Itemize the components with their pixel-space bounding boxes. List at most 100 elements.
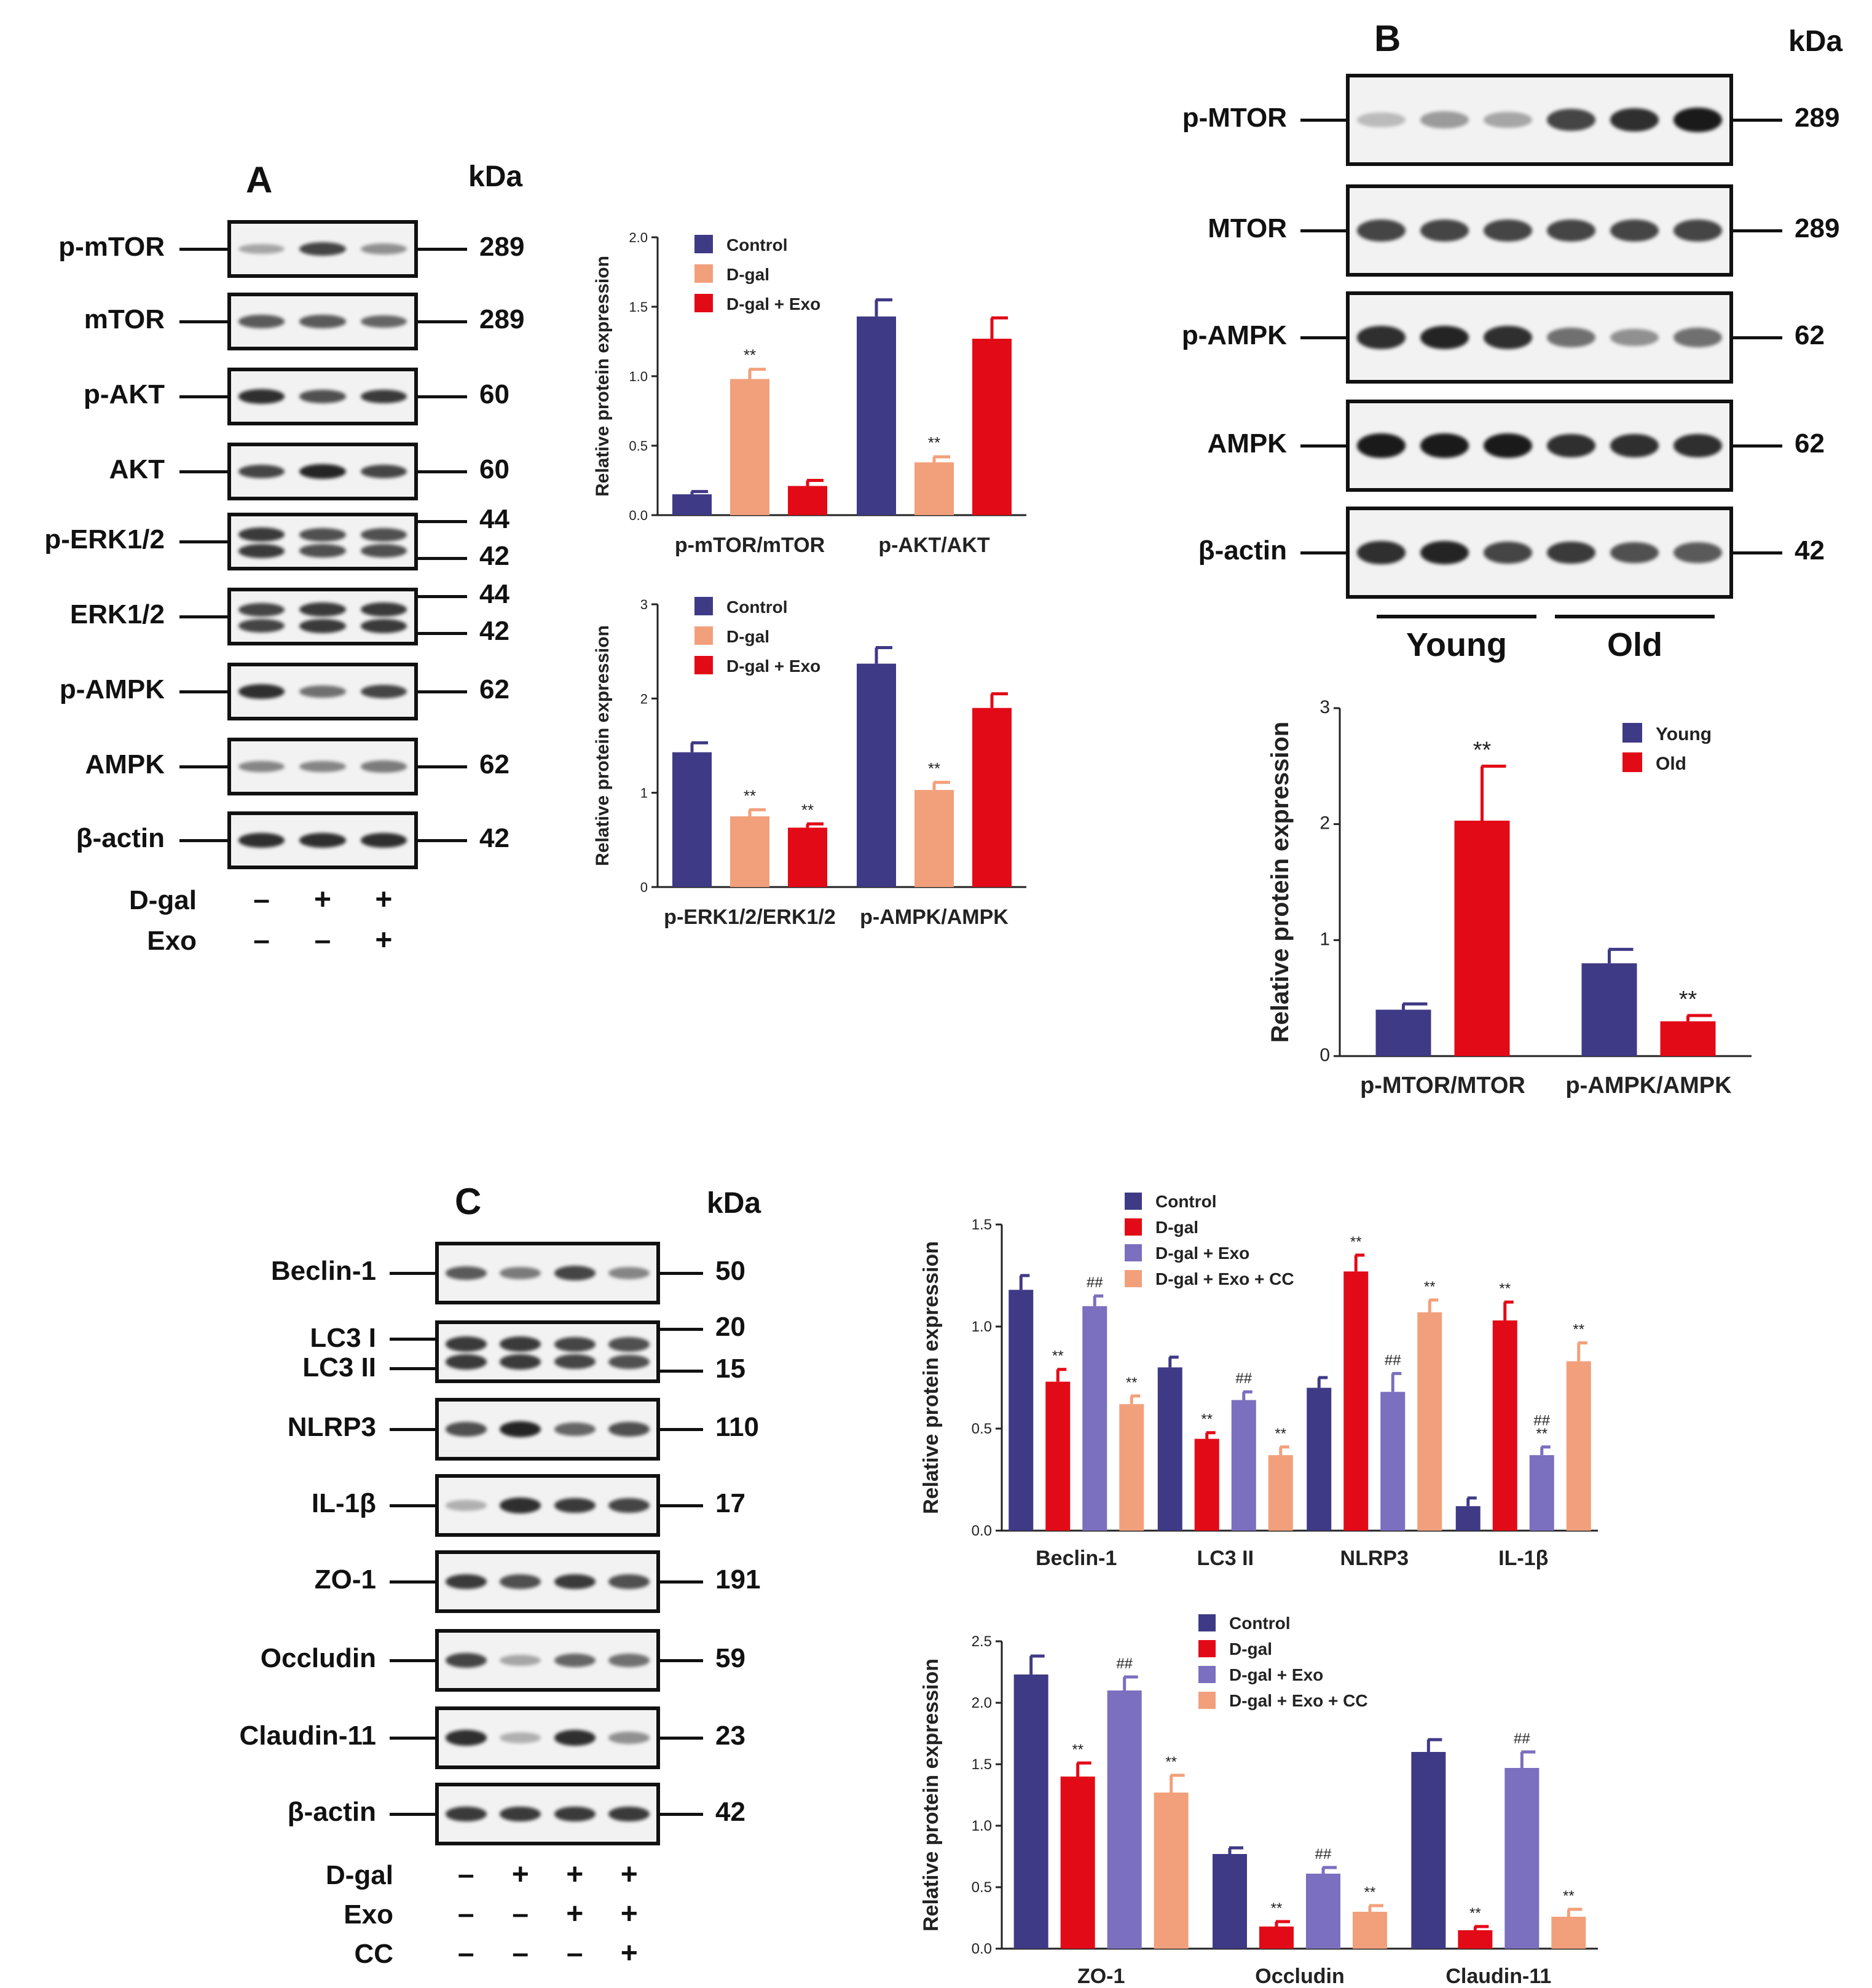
- significance-mark: ##: [1235, 1370, 1252, 1387]
- treatment-sign: +: [511, 1858, 529, 1891]
- treatment-sign: –: [253, 883, 270, 916]
- blot-image: [227, 443, 418, 500]
- blot-image: [435, 1550, 660, 1613]
- band: [1547, 109, 1595, 131]
- band: [445, 1422, 487, 1437]
- band: [238, 760, 285, 773]
- bar: [914, 790, 954, 887]
- mw-label: 23: [715, 1721, 745, 1751]
- legend-label: Young: [1656, 724, 1712, 744]
- legend-swatch: [1125, 1244, 1142, 1261]
- category-label: p-AKT/AKT: [878, 534, 990, 557]
- tick: [660, 1504, 703, 1507]
- tick: [390, 1428, 435, 1431]
- significance-mark: **: [1469, 1905, 1481, 1922]
- band: [1484, 326, 1532, 349]
- mw-label: 191: [715, 1564, 761, 1595]
- band: [1547, 541, 1595, 564]
- tick: [418, 520, 467, 523]
- y-axis-label: Relative protein expression: [919, 1659, 943, 1931]
- tick: [179, 320, 227, 323]
- band: [238, 315, 285, 328]
- treatment-label: Exo: [147, 926, 197, 956]
- significance-mark: ##: [1315, 1846, 1332, 1863]
- band: [299, 463, 346, 479]
- treatment-label: D-gal: [129, 885, 197, 915]
- significance-mark: **: [801, 800, 814, 819]
- treatment-sign: +: [375, 924, 393, 957]
- blot-label: AKT: [109, 454, 165, 484]
- bar: [972, 338, 1012, 515]
- blot-image: [227, 220, 418, 278]
- tick: [390, 1659, 435, 1662]
- bar: [1306, 1874, 1340, 1949]
- tick: [1733, 229, 1782, 232]
- legend-label: D-gal + Exo + CC: [1155, 1269, 1294, 1288]
- mw-label: 62: [479, 674, 509, 704]
- mw-label: 15: [715, 1354, 745, 1384]
- panel-a-label: A: [246, 159, 273, 200]
- band: [299, 602, 346, 617]
- tick: [179, 540, 227, 543]
- bar: [1231, 1400, 1256, 1531]
- treatment-sign: +: [620, 1858, 638, 1891]
- band: [238, 684, 285, 699]
- tick: [390, 1367, 435, 1370]
- band: [1357, 326, 1406, 349]
- band: [360, 389, 407, 404]
- bar: [1213, 1854, 1247, 1949]
- bar: [1107, 1690, 1142, 1949]
- bar: [788, 486, 827, 515]
- treatment-sign: –: [314, 924, 331, 957]
- band: [1484, 542, 1532, 564]
- blot-label: Beclin-1: [270, 1256, 376, 1286]
- band: [554, 1574, 596, 1590]
- band: [1547, 219, 1595, 242]
- band: [608, 1266, 650, 1280]
- blot-label: Occludin: [260, 1643, 376, 1673]
- panel-b-kda: kDa: [1788, 25, 1843, 58]
- band: [1673, 542, 1722, 563]
- band: [608, 1574, 650, 1589]
- tick: [660, 1272, 703, 1275]
- bar: [672, 494, 712, 515]
- y-tick-label: 0: [640, 880, 648, 895]
- tick: [390, 1813, 435, 1816]
- mw-label: 289: [1795, 213, 1840, 243]
- significance-mark: **: [1536, 1426, 1548, 1442]
- panel-a-kda: kDa: [468, 160, 523, 193]
- treatment-sign: –: [253, 924, 270, 957]
- bar: [730, 379, 769, 515]
- significance-mark: **: [1052, 1348, 1064, 1365]
- bar: [1154, 1793, 1189, 1949]
- band: [1484, 433, 1532, 458]
- legend-swatch: [694, 597, 713, 615]
- band: [360, 684, 407, 699]
- band: [360, 243, 407, 254]
- significance-mark: **: [1364, 1884, 1376, 1901]
- band: [1610, 108, 1659, 132]
- blot-label: p-MTOR: [1182, 103, 1287, 133]
- blot-label: AMPK: [1207, 428, 1287, 459]
- treatment-sign: +: [566, 1858, 584, 1891]
- band: [554, 1653, 596, 1668]
- blot-label: LC3 I: [310, 1323, 376, 1353]
- legend-swatch: [1622, 752, 1642, 772]
- mw-label: 20: [715, 1312, 745, 1342]
- y-tick-label: 2.0: [629, 230, 648, 245]
- tick: [1300, 336, 1346, 339]
- legend-label: Control: [726, 235, 788, 254]
- blot-image: [1346, 291, 1733, 384]
- tick: [390, 1272, 435, 1275]
- tick: [660, 1428, 703, 1431]
- tick: [418, 248, 467, 251]
- band: [360, 315, 407, 328]
- category-label: Claudin-11: [1445, 1965, 1551, 1986]
- blot-label: p-AMPK: [59, 674, 165, 704]
- band: [360, 544, 407, 558]
- mw-label: 62: [1795, 320, 1825, 350]
- legend-swatch: [1622, 723, 1642, 743]
- y-tick-label: 1.5: [972, 1756, 992, 1773]
- blot-image: [435, 1242, 660, 1304]
- tick: [1300, 119, 1346, 122]
